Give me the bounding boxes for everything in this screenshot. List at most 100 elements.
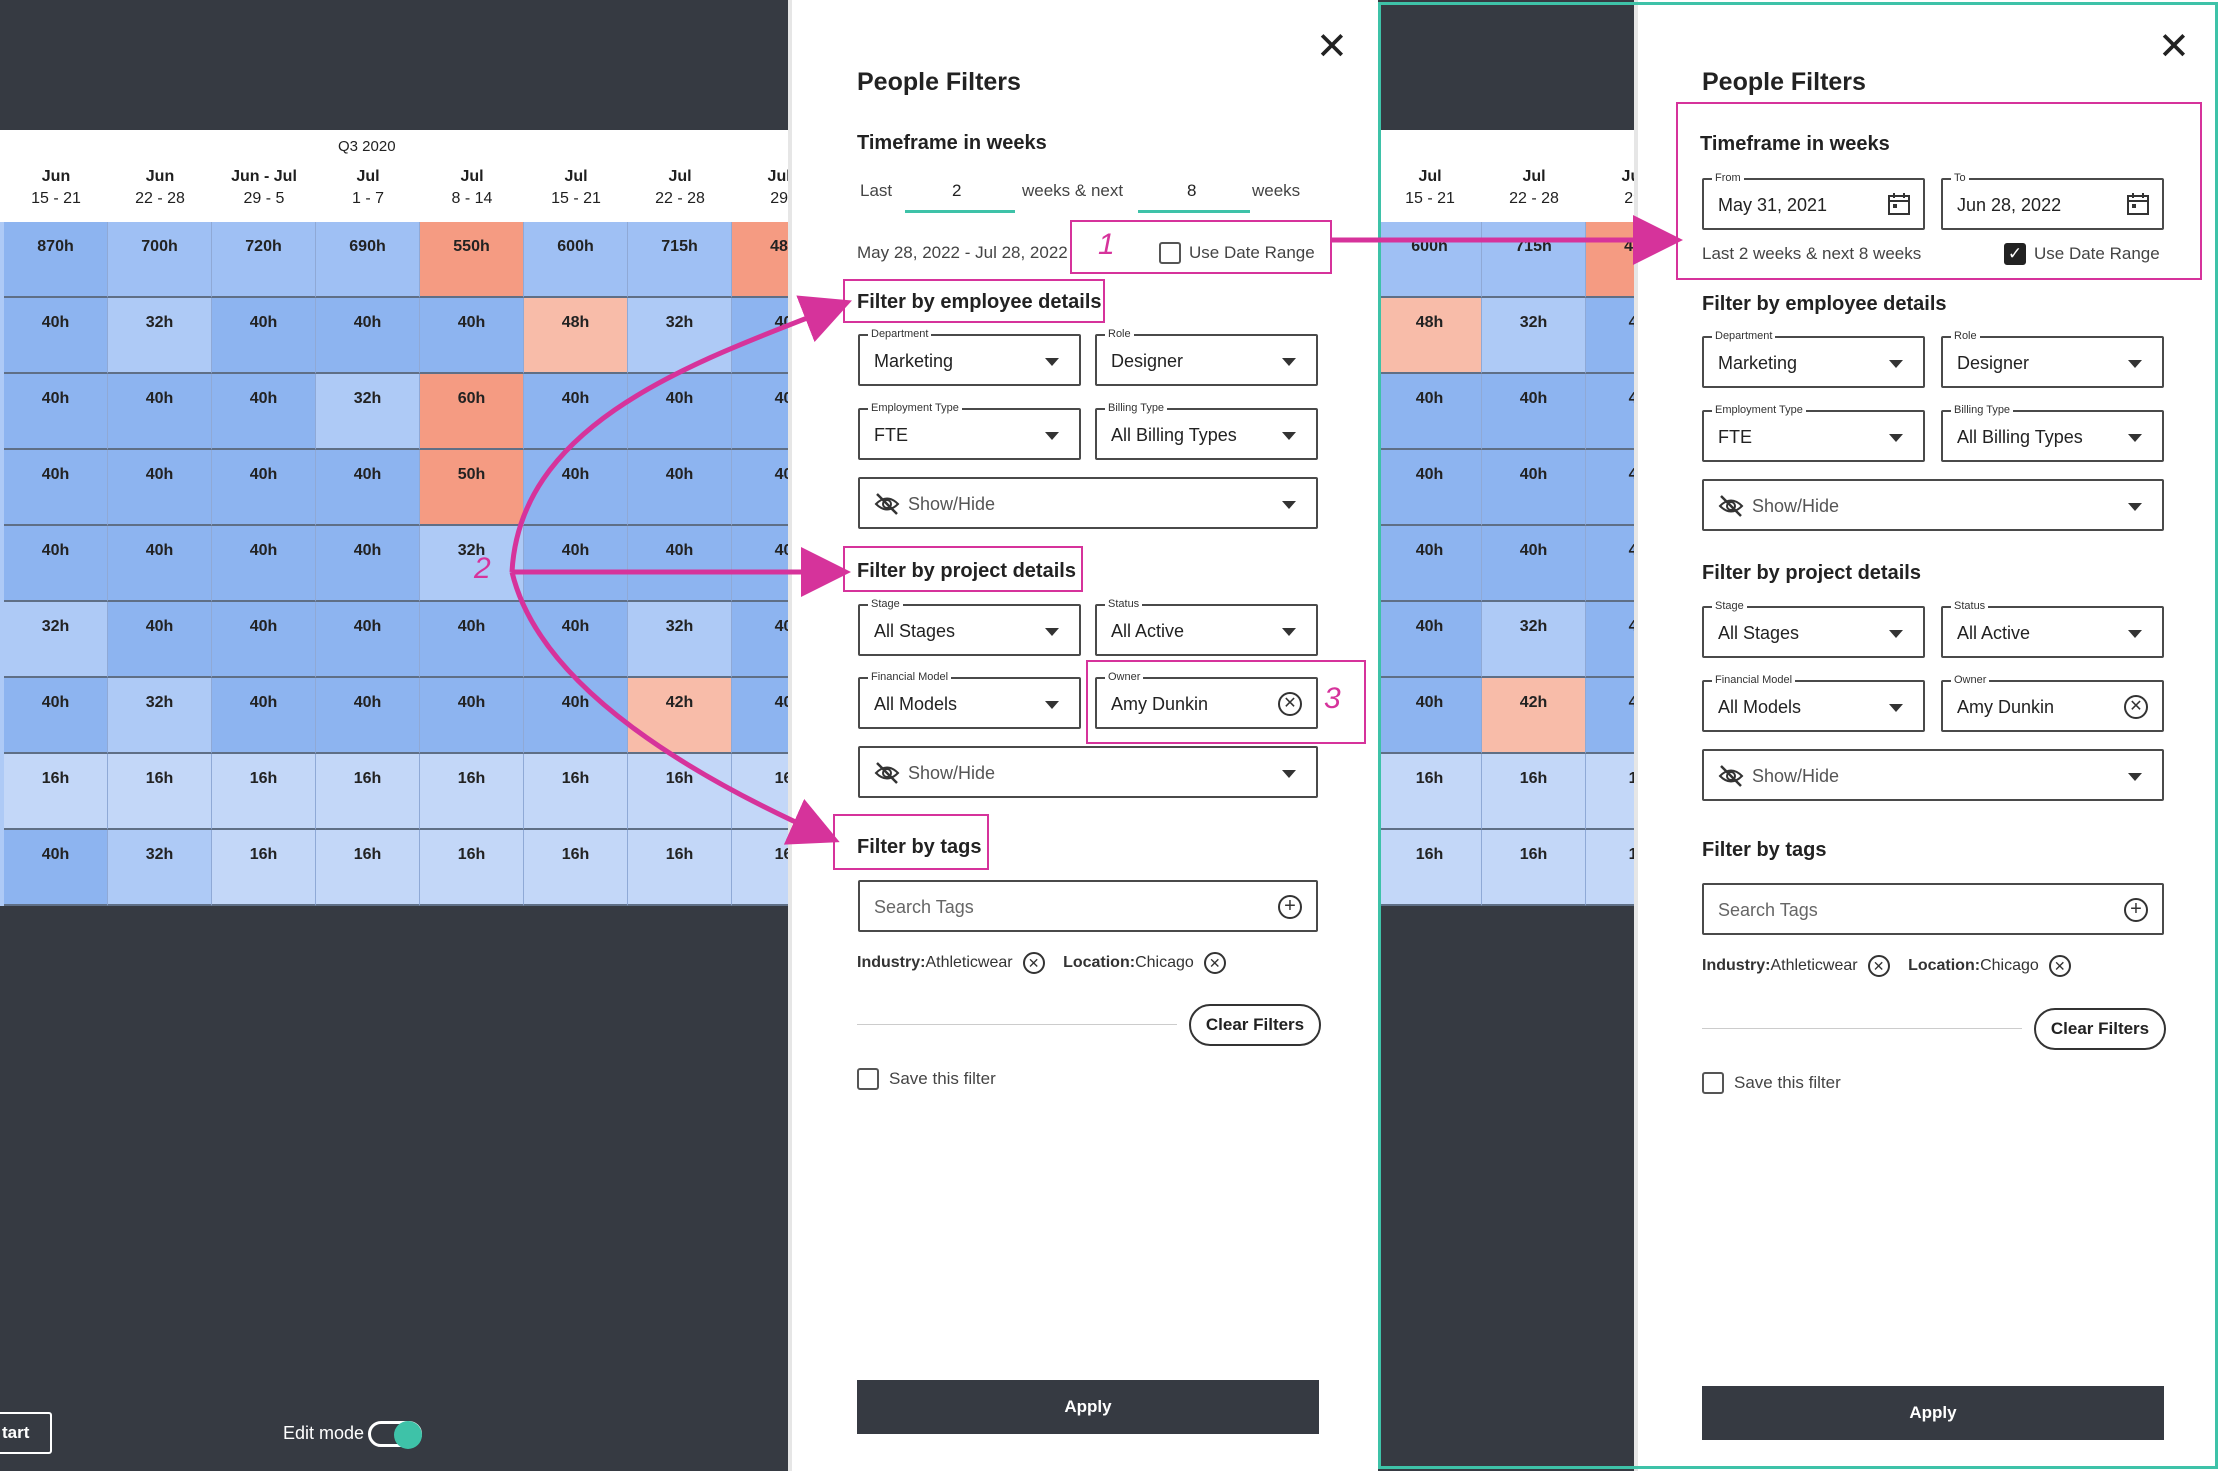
status-select[interactable]: Status All Active	[1095, 597, 1318, 656]
employment-type-select[interactable]: Employment Type FTE	[1702, 403, 1925, 462]
hours-cell[interactable]: 16h	[628, 830, 732, 906]
hours-cell[interactable]: 40h	[108, 602, 212, 678]
calendar-icon[interactable]	[1887, 192, 1911, 216]
hours-cell[interactable]: 16h	[1378, 754, 1482, 830]
hours-cell[interactable]: 40h	[4, 830, 108, 906]
employment-type-select[interactable]: Employment Type FTE	[858, 401, 1081, 460]
hours-cell[interactable]: 40h	[4, 298, 108, 374]
hours-cell[interactable]: 40h	[1482, 526, 1586, 602]
financial-model-select[interactable]: Financial Model All Models	[858, 670, 1081, 729]
hours-cell[interactable]: 32h	[628, 298, 732, 374]
hours-cell[interactable]: 40h	[1378, 374, 1482, 450]
hours-cell[interactable]: 16h	[212, 754, 316, 830]
project-show-hide-select[interactable]: Show/Hide	[858, 746, 1318, 798]
hours-cell[interactable]: 690h	[316, 222, 420, 298]
billing-type-select[interactable]: Billing Type All Billing Types	[1095, 401, 1318, 460]
hours-cell[interactable]: 32h	[420, 526, 524, 602]
remove-tag-icon[interactable]: ✕	[2048, 955, 2071, 977]
hours-cell[interactable]: 60h	[420, 374, 524, 450]
apply-button[interactable]: Apply	[857, 1380, 1319, 1434]
hours-cell[interactable]: 715h	[628, 222, 732, 298]
hours-cell[interactable]: 48h	[1378, 298, 1482, 374]
hours-cell[interactable]: 40h	[1482, 374, 1586, 450]
hours-cell[interactable]: 48h	[524, 298, 628, 374]
hours-cell[interactable]: 40h	[1378, 526, 1482, 602]
from-date-field[interactable]: From May 31, 2021	[1702, 171, 1925, 230]
hours-cell[interactable]: 16h	[420, 830, 524, 906]
hours-cell[interactable]: 32h	[628, 602, 732, 678]
hours-cell[interactable]: 40h	[316, 678, 420, 754]
hours-cell[interactable]: 40h	[316, 298, 420, 374]
hours-cell[interactable]: 32h	[316, 374, 420, 450]
department-select[interactable]: Department Marketing	[858, 327, 1081, 386]
to-date-field[interactable]: To Jun 28, 2022	[1941, 171, 2164, 230]
save-filter-checkbox[interactable]	[1702, 1072, 1724, 1094]
hours-cell[interactable]: 40h	[108, 374, 212, 450]
calendar-icon[interactable]	[2126, 192, 2150, 216]
use-date-range-checkbox[interactable]: ✓	[2004, 243, 2026, 265]
hours-cell[interactable]: 40h	[524, 450, 628, 526]
employee-show-hide-select[interactable]: Show/Hide	[858, 477, 1318, 529]
hours-cell[interactable]: 40h	[4, 526, 108, 602]
hours-cell[interactable]: 40h	[212, 374, 316, 450]
hours-cell[interactable]: 40h	[212, 450, 316, 526]
hours-cell[interactable]: 40h	[1378, 678, 1482, 754]
hours-cell[interactable]: 40h	[108, 526, 212, 602]
hours-cell[interactable]: 16h	[628, 754, 732, 830]
hours-cell[interactable]: 40h	[212, 298, 316, 374]
hours-cell[interactable]: 40h	[108, 450, 212, 526]
close-icon[interactable]: ✕	[2158, 26, 2190, 68]
hours-cell[interactable]: 16h	[4, 754, 108, 830]
hours-cell[interactable]: 40h	[1482, 450, 1586, 526]
remove-tag-icon[interactable]: ✕	[1203, 952, 1226, 974]
search-tags-input[interactable]: Search Tags +	[858, 880, 1318, 932]
hours-cell[interactable]: 40h	[316, 450, 420, 526]
add-tag-icon[interactable]: +	[2124, 898, 2148, 922]
hours-cell[interactable]: 40h	[316, 526, 420, 602]
hours-cell[interactable]: 600h	[1378, 222, 1482, 298]
clear-owner-icon[interactable]: ✕	[2124, 695, 2148, 719]
hours-cell[interactable]: 600h	[524, 222, 628, 298]
hours-cell[interactable]: 16h	[316, 830, 420, 906]
hours-cell[interactable]: 40h	[4, 374, 108, 450]
status-select[interactable]: Status All Active	[1941, 599, 2164, 658]
role-select[interactable]: Role Designer	[1941, 329, 2164, 388]
hours-cell[interactable]: 32h	[1482, 602, 1586, 678]
hours-cell[interactable]: 40h	[524, 374, 628, 450]
hours-cell[interactable]: 550h	[420, 222, 524, 298]
hours-cell[interactable]: 40h	[1378, 602, 1482, 678]
hours-cell[interactable]: 40h	[628, 374, 732, 450]
hours-cell[interactable]: 40h	[420, 678, 524, 754]
hours-cell[interactable]: 40h	[212, 526, 316, 602]
billing-type-select[interactable]: Billing Type All Billing Types	[1941, 403, 2164, 462]
stage-select[interactable]: Stage All Stages	[1702, 599, 1925, 658]
owner-field[interactable]: Owner Amy Dunkin ✕	[1941, 673, 2164, 732]
employee-show-hide-select[interactable]: Show/Hide	[1702, 479, 2164, 531]
hours-cell[interactable]: 32h	[4, 602, 108, 678]
remove-tag-icon[interactable]: ✕	[1867, 955, 1890, 977]
hours-cell[interactable]: 700h	[108, 222, 212, 298]
project-show-hide-select[interactable]: Show/Hide	[1702, 749, 2164, 801]
save-filter-checkbox[interactable]	[857, 1068, 879, 1090]
role-select[interactable]: Role Designer	[1095, 327, 1318, 386]
hours-cell[interactable]: 42h	[628, 678, 732, 754]
owner-field[interactable]: Owner Amy Dunkin ✕	[1095, 670, 1318, 729]
hours-cell[interactable]: 16h	[1482, 754, 1586, 830]
close-icon[interactable]: ✕	[1316, 26, 1348, 68]
hours-cell[interactable]: 40h	[524, 526, 628, 602]
hours-cell[interactable]: 16h	[524, 830, 628, 906]
clear-filters-button[interactable]: Clear Filters	[1189, 1004, 1321, 1046]
hours-cell[interactable]: 40h	[316, 602, 420, 678]
hours-cell[interactable]: 40h	[628, 526, 732, 602]
use-date-range-checkbox[interactable]	[1159, 242, 1181, 264]
hours-cell[interactable]: 40h	[524, 678, 628, 754]
clear-owner-icon[interactable]: ✕	[1278, 692, 1302, 716]
clear-filters-button[interactable]: Clear Filters	[2034, 1008, 2166, 1050]
hours-cell[interactable]: 40h	[212, 602, 316, 678]
hours-cell[interactable]: 16h	[1482, 830, 1586, 906]
hours-cell[interactable]: 16h	[1378, 830, 1482, 906]
edit-mode-toggle[interactable]	[368, 1421, 422, 1449]
hours-cell[interactable]: 32h	[1482, 298, 1586, 374]
hours-cell[interactable]: 32h	[108, 678, 212, 754]
financial-model-select[interactable]: Financial Model All Models	[1702, 673, 1925, 732]
